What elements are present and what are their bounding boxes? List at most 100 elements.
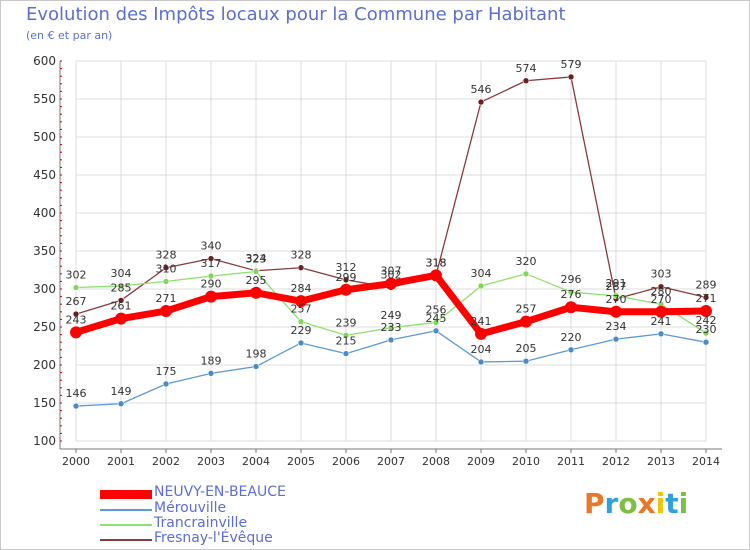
legend-label: NEUVY-EN-BEAUCE (154, 484, 286, 500)
data-label: 317 (201, 257, 222, 270)
x-tick-label: 2009 (467, 455, 495, 468)
legend-swatch (100, 509, 152, 511)
logo-letter: r (604, 487, 619, 520)
data-point (702, 294, 710, 301)
data-label: 270 (606, 293, 627, 306)
data-label: 261 (111, 300, 132, 313)
data-point (297, 318, 305, 325)
data-label: 574 (516, 62, 537, 75)
data-point (252, 363, 260, 370)
y-tick-label: 500 (33, 130, 56, 144)
data-label: 546 (471, 83, 492, 96)
data-point (207, 272, 215, 280)
data-label: 289 (696, 278, 717, 291)
legend-swatch (100, 524, 152, 526)
legend-label: Mérouville (154, 500, 227, 516)
data-point (207, 370, 215, 377)
data-point (297, 339, 305, 347)
data-label: 280 (651, 285, 672, 298)
data-point (522, 270, 530, 278)
x-tick-label: 2002 (152, 455, 180, 468)
data-label: 307 (381, 265, 402, 278)
legend-label: Trancrainville (154, 515, 248, 531)
data-label: 242 (696, 314, 717, 327)
y-tick-label: 150 (33, 396, 56, 410)
legend-swatch (100, 539, 152, 541)
data-point (72, 310, 80, 318)
data-label: 230 (696, 323, 717, 336)
data-label: 256 (426, 303, 447, 316)
data-label: 229 (291, 324, 312, 337)
legend-swatch (100, 490, 152, 499)
proxiti-logo: Proxiti (584, 487, 688, 520)
y-tick-label: 100 (33, 434, 56, 448)
data-label: 328 (156, 249, 177, 262)
data-label: 579 (561, 58, 582, 71)
logo-letter: P (584, 487, 605, 520)
data-point (522, 357, 530, 365)
x-tick-label: 2005 (287, 455, 315, 468)
x-tick-label: 2007 (377, 455, 405, 468)
data-label: 234 (606, 320, 627, 333)
x-tick-label: 2011 (557, 455, 585, 468)
data-point (477, 98, 485, 106)
data-point (297, 264, 305, 272)
data-label: 299 (336, 271, 357, 284)
data-label: 320 (516, 255, 537, 268)
x-tick-label: 2013 (647, 455, 675, 468)
data-label: 270 (651, 293, 672, 306)
y-tick-label: 400 (33, 206, 56, 220)
data-label: 285 (111, 281, 132, 294)
logo-letter: o (618, 487, 638, 520)
data-label: 205 (516, 342, 537, 355)
data-point (702, 338, 710, 346)
y-tick-label: 350 (33, 244, 56, 258)
data-point (117, 400, 125, 408)
data-point (207, 255, 215, 262)
data-label: 149 (111, 385, 132, 398)
data-point (702, 329, 710, 337)
data-label: 257 (291, 303, 312, 316)
y-tick-label: 600 (33, 54, 56, 68)
data-point (115, 312, 127, 325)
data-point (657, 283, 665, 291)
logo-letter: x (637, 487, 656, 520)
data-point (295, 295, 307, 308)
data-point (477, 358, 485, 366)
data-label: 318 (426, 256, 447, 269)
data-point (430, 269, 442, 282)
data-label: 328 (291, 249, 312, 262)
data-point (567, 346, 575, 354)
data-label: 267 (66, 295, 87, 308)
x-tick-label: 2001 (107, 455, 135, 468)
data-point (70, 326, 82, 339)
data-label: 295 (246, 274, 267, 287)
data-point (160, 305, 172, 318)
data-point (567, 73, 575, 81)
data-label: 271 (696, 292, 717, 305)
data-label: 296 (561, 273, 582, 286)
data-point (567, 288, 575, 296)
data-point (700, 305, 712, 318)
data-label: 318 (426, 256, 447, 269)
data-point (432, 327, 440, 335)
data-point (72, 284, 80, 291)
data-label: 257 (516, 303, 537, 316)
y-tick-label: 250 (33, 320, 56, 334)
x-tick-label: 2000 (62, 455, 90, 468)
data-label: 215 (336, 335, 357, 348)
data-point (250, 286, 262, 299)
y-tick-label: 550 (33, 92, 56, 106)
y-tick-label: 450 (33, 168, 56, 182)
data-point (387, 324, 395, 332)
data-label: 243 (66, 313, 87, 326)
data-point (655, 305, 667, 318)
data-point (342, 332, 350, 339)
legend-label: Fresnay-l'Évêque (154, 530, 273, 546)
data-label: 198 (246, 348, 267, 361)
data-label: 189 (201, 354, 222, 367)
data-point (117, 297, 125, 304)
data-label: 302 (66, 268, 87, 281)
x-tick-label: 2006 (332, 455, 360, 468)
